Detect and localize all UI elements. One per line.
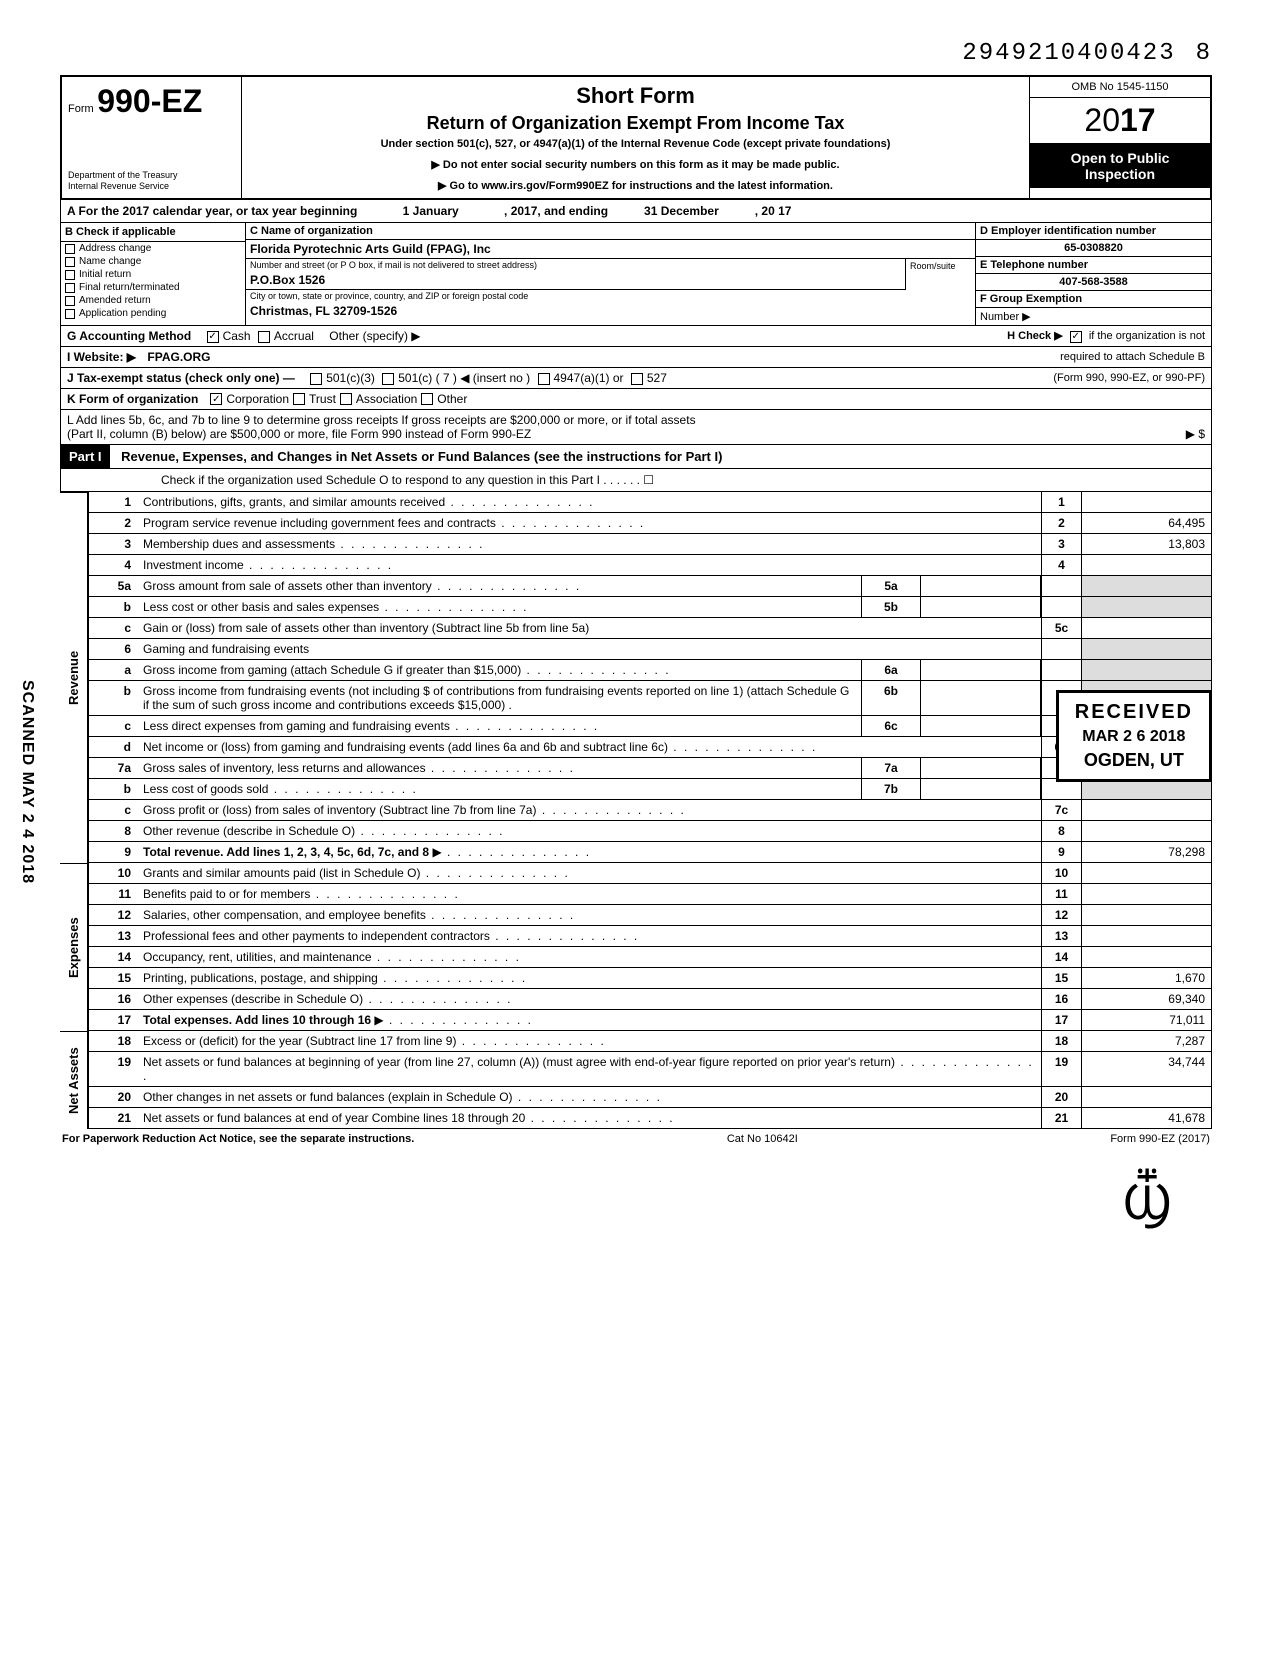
footer-form: Form 990-EZ (2017) xyxy=(1110,1133,1210,1145)
side-net-assets: Net Assets xyxy=(60,1031,88,1129)
footer-cat: Cat No 10642I xyxy=(727,1133,798,1145)
check-initial-return[interactable] xyxy=(65,270,75,280)
line-16-value: 69,340 xyxy=(1081,989,1211,1009)
check-cash[interactable] xyxy=(207,331,219,343)
ein: 65-0308820 xyxy=(976,240,1211,257)
schedule-o-check: Check if the organization used Schedule … xyxy=(60,469,1212,492)
line-3-value: 13,803 xyxy=(1081,534,1211,554)
check-4947[interactable] xyxy=(538,373,550,385)
form-under: Under section 501(c), 527, or 4947(a)(1)… xyxy=(250,138,1021,150)
dept-irs: Internal Revenue Service xyxy=(68,181,235,192)
signature-mark: Ⳃ xyxy=(60,1169,1212,1234)
check-schedule-b[interactable] xyxy=(1070,331,1082,343)
line-9-value: 78,298 xyxy=(1081,842,1211,862)
side-expenses: Expenses xyxy=(60,863,88,1031)
check-501c[interactable] xyxy=(382,373,394,385)
dept-treasury: Department of the Treasury xyxy=(68,170,235,181)
warn-url: ▶ Go to www.irs.gov/Form990EZ for instru… xyxy=(250,179,1021,192)
check-name-change[interactable] xyxy=(65,257,75,267)
org-city: Christmas, FL 32709-1526 xyxy=(246,302,975,320)
side-revenue: Revenue xyxy=(60,492,88,863)
org-name: Florida Pyrotechnic Arts Guild (FPAG), I… xyxy=(246,240,975,259)
line-2-value: 64,495 xyxy=(1081,513,1211,533)
open-public: Open to Public xyxy=(1036,150,1204,166)
check-address-change[interactable] xyxy=(65,244,75,254)
form-number: 990-EZ xyxy=(97,83,202,119)
check-501c3[interactable] xyxy=(310,373,322,385)
footer-notice: For Paperwork Reduction Act Notice, see … xyxy=(62,1133,414,1145)
col-b-checkboxes: B Check if applicable Address change Nam… xyxy=(61,223,246,325)
col-c-org-info: C Name of organization Florida Pyrotechn… xyxy=(246,223,976,325)
line-17-value: 71,011 xyxy=(1081,1010,1211,1030)
tax-year: 2017 xyxy=(1030,98,1210,144)
check-application-pending[interactable] xyxy=(65,309,75,319)
inspection: Inspection xyxy=(1036,166,1204,182)
check-association[interactable] xyxy=(340,393,352,405)
col-d-ids: D Employer identification number 65-0308… xyxy=(976,223,1211,325)
form-label: Form xyxy=(68,103,94,115)
check-trust[interactable] xyxy=(293,393,305,405)
phone: 407-568-3588 xyxy=(976,274,1211,291)
form-header: Form 990-EZ Department of the Treasury I… xyxy=(60,75,1212,200)
line-19-value: 34,744 xyxy=(1081,1052,1211,1086)
check-accrual[interactable] xyxy=(258,331,270,343)
line-15-value: 1,670 xyxy=(1081,968,1211,988)
omb-number: OMB No 1545-1150 xyxy=(1030,77,1210,98)
website: FPAG.ORG xyxy=(147,350,210,364)
form-title: Short Form xyxy=(250,83,1021,109)
check-corporation[interactable] xyxy=(210,393,222,405)
check-other[interactable] xyxy=(421,393,433,405)
received-stamp: RECEIVED MAR 2 6 2018 OGDEN, UT xyxy=(1056,690,1212,782)
part-1-label: Part I xyxy=(61,445,110,468)
line-18-value: 7,287 xyxy=(1081,1031,1211,1051)
part-1-title: Revenue, Expenses, and Changes in Net As… xyxy=(113,445,730,468)
line-21-value: 41,678 xyxy=(1081,1108,1211,1128)
scanned-stamp: SCANNED MAY 2 4 2018 xyxy=(18,680,36,884)
check-amended-return[interactable] xyxy=(65,296,75,306)
form-subtitle: Return of Organization Exempt From Incom… xyxy=(250,113,1021,134)
check-527[interactable] xyxy=(631,373,643,385)
document-number: 29492104004238 xyxy=(60,40,1212,67)
warn-ssn: ▶ Do not enter social security numbers o… xyxy=(250,158,1021,171)
line-a: A For the 2017 calendar year, or tax yea… xyxy=(60,200,1212,223)
room-suite: Room/suite xyxy=(905,259,975,290)
org-address: P.O.Box 1526 xyxy=(246,271,905,290)
check-final-return[interactable] xyxy=(65,283,75,293)
